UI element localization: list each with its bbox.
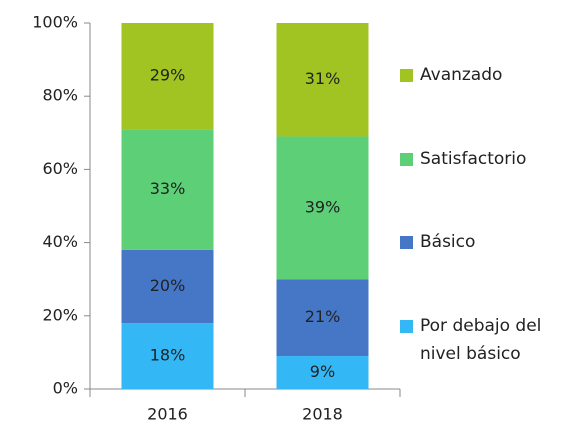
legend-label: Avanzado	[420, 65, 503, 85]
data-label: 39%	[305, 197, 341, 216]
y-tick-label: 20%	[42, 305, 78, 324]
data-label: 33%	[150, 179, 186, 198]
bar-segment	[121, 323, 214, 389]
legend-swatch	[400, 152, 413, 166]
bar-segment	[276, 136, 369, 280]
bar-segment	[121, 23, 214, 130]
bar-segment	[121, 249, 214, 324]
data-label: 31%	[305, 69, 341, 88]
legend-label: Satisfactorio	[420, 148, 527, 169]
bar-segment	[276, 23, 369, 137]
y-tick-label: 60%	[42, 159, 78, 178]
y-tick-label: 80%	[42, 86, 78, 105]
data-label: 21%	[305, 307, 341, 326]
data-label: 9%	[310, 362, 335, 381]
x-tick-label: 2016	[147, 405, 188, 424]
x-tick-label: 2018	[302, 405, 343, 424]
data-label: 20%	[150, 276, 186, 295]
legend-swatch	[400, 69, 413, 82]
data-label: 29%	[150, 66, 186, 85]
legend-item: Básico	[400, 228, 570, 256]
legend-item: Por debajo del nivel básico	[400, 312, 570, 368]
bar-segment	[276, 279, 369, 357]
legend-label: Básico	[420, 232, 476, 253]
y-tick-label: 40%	[42, 232, 78, 251]
data-label: 18%	[150, 346, 186, 365]
y-tick-label: 100%	[32, 13, 78, 32]
bar-segment	[276, 356, 369, 389]
legend-swatch	[400, 320, 413, 334]
legend-swatch	[400, 236, 413, 250]
legend-label: Por debajo del nivel básico	[420, 316, 542, 365]
bar-segment	[121, 129, 214, 250]
legend-item: Satisfactorio	[400, 145, 570, 173]
y-tick-label: 0%	[53, 379, 78, 398]
legend-item: Avanzado	[400, 61, 570, 89]
